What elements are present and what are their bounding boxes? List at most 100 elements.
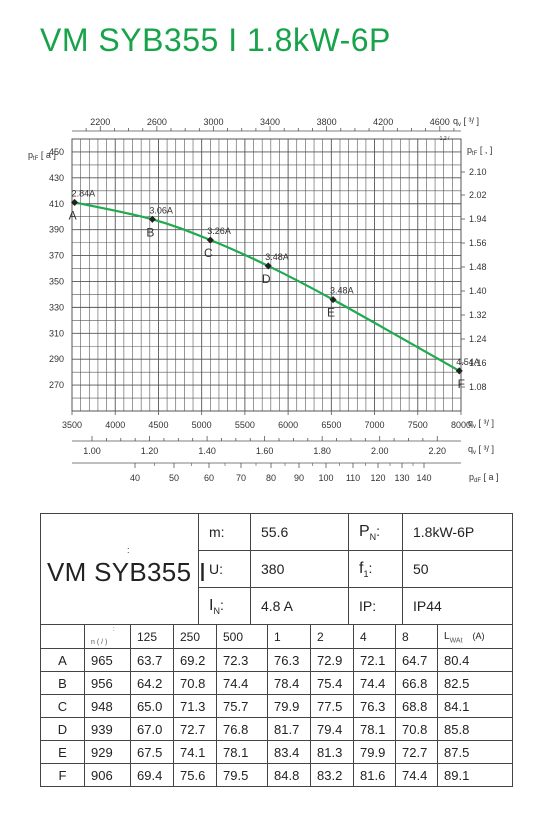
row-band-level: 70.8 xyxy=(395,717,438,741)
y-right-tick-label: 1.16 xyxy=(469,358,487,368)
row-lwa: 82.5 xyxy=(437,671,513,695)
y-left-tick-label: 290 xyxy=(49,354,64,364)
y-right-tick-label: 2.10 xyxy=(469,167,487,177)
x-bottom3-tick-label: 70 xyxy=(236,473,246,483)
x-bottom2-tick-label: 1.40 xyxy=(198,446,216,456)
model-cell: : VM SYB355 I xyxy=(40,513,206,625)
plot-frame xyxy=(71,138,462,412)
table-row: D 939 67.0 72.7 76.8 81.7 79.4 78.1 70.8 85.8 xyxy=(40,717,513,741)
x-bottom-tick-label: 4500 xyxy=(148,420,168,430)
x-top-tick-label: 3800 xyxy=(317,117,337,127)
y-right-tick-label: 2.02 xyxy=(469,190,487,200)
x-bottom3-tick-label: 130 xyxy=(394,473,409,483)
y-right-tick-label: 1.40 xyxy=(469,286,487,296)
ip-label: IP: xyxy=(348,587,403,625)
header-lwa-label: L xyxy=(444,631,450,643)
x-bottom3-tick-label: 50 xyxy=(169,473,179,483)
y-right-tick-label: 1.94 xyxy=(469,214,487,224)
power-value: 1.8kW-6P xyxy=(402,513,513,551)
row-band-level: 70.8 xyxy=(173,671,217,695)
row-point: E xyxy=(40,740,85,764)
y-right-tick-label: 1.32 xyxy=(469,310,487,320)
y-right-tick-label: 1.08 xyxy=(469,382,487,392)
frequency-label: f xyxy=(359,559,364,577)
header-4k: 4 xyxy=(353,624,396,649)
x-bottom-tick-label: 3500 xyxy=(62,420,82,430)
header-lwa-sub: WAt xyxy=(449,637,463,645)
data-point-current-label: 3.06A xyxy=(149,205,173,215)
x-bottom2-tick-label: 1.80 xyxy=(313,446,331,456)
row-speed: 956 xyxy=(84,671,131,695)
row-band-level: 63.7 xyxy=(130,648,174,672)
current-label: I xyxy=(209,596,214,614)
data-point-letter: F xyxy=(458,377,465,391)
y-left-tick-label: 430 xyxy=(49,173,64,183)
row-band-level: 72.3 xyxy=(216,648,268,672)
y-right-tick-label: 1.48 xyxy=(469,262,487,272)
row-band-level: 77.5 xyxy=(310,694,354,718)
header-speed-label: n ( / ) xyxy=(91,638,108,646)
y-right-tick-label: 1.56 xyxy=(469,238,487,248)
x-bottom2-tick-label: 2.20 xyxy=(428,446,446,456)
row-lwa: 89.1 xyxy=(437,763,513,787)
performance-table: : n ( / ) 125 250 500 1 2 4 8 LWAt (A) A… xyxy=(40,624,513,787)
row-band-level: 66.8 xyxy=(395,671,438,695)
spec-table: : VM SYB355 I m: 55.6 PN: 1.8kW-6P U: 38… xyxy=(40,513,513,625)
row-band-level: 74.4 xyxy=(395,763,438,787)
x-bottom2-tick-label: 1.20 xyxy=(141,446,159,456)
row-band-level: 69.2 xyxy=(173,648,217,672)
x-bottom-tick-label: 7500 xyxy=(408,420,428,430)
data-point-marker xyxy=(206,236,214,244)
x-bottom-tick-label: 6000 xyxy=(278,420,298,430)
x-bottom3-tick-label: 140 xyxy=(416,473,431,483)
row-band-level: 74.4 xyxy=(353,671,396,695)
x-top-tick-label: 2600 xyxy=(147,117,167,127)
x-bottom-tick-label: 6500 xyxy=(321,420,341,430)
row-band-level: 65.0 xyxy=(130,694,174,718)
x-bottom3-tick-label: 110 xyxy=(346,473,360,483)
x-bottom3-tick-label: 120 xyxy=(370,473,385,483)
row-band-level: 69.4 xyxy=(130,763,174,787)
row-band-level: 64.7 xyxy=(395,648,438,672)
x-bottom3-tick-label: 40 xyxy=(130,473,140,483)
row-speed: 948 xyxy=(84,694,131,718)
row-band-level: 68.8 xyxy=(395,694,438,718)
x-top-axis-note: -1.2 / - xyxy=(438,136,453,142)
row-band-level: 74.4 xyxy=(216,671,268,695)
row-point: F xyxy=(40,763,85,787)
y-left-tick-label: 450 xyxy=(49,147,64,157)
row-band-level: 79.9 xyxy=(353,740,396,764)
frequency-label-sub: 1 xyxy=(363,568,369,579)
x-bottom-axis-label: qv [ ³/ ] xyxy=(468,418,494,430)
header-125: 125 xyxy=(130,624,174,649)
row-speed: 929 xyxy=(84,740,131,764)
data-point-current-label: 4.54A xyxy=(456,357,480,367)
fan-curve-line xyxy=(74,201,460,372)
x-top-tick-label: 2200 xyxy=(90,117,110,127)
power-label-sub: N xyxy=(369,531,377,542)
data-point-letter: C xyxy=(204,246,213,260)
performance-header-row: : n ( / ) 125 250 500 1 2 4 8 LWAt (A) xyxy=(40,624,513,649)
row-band-level: 76.8 xyxy=(216,717,268,741)
row-band-level: 67.5 xyxy=(130,740,174,764)
power-label-cell: PN: xyxy=(348,513,403,551)
mass-label: m xyxy=(209,524,221,540)
table-row: B 956 64.2 70.8 74.4 78.4 75.4 74.4 66.8 82.5 xyxy=(40,671,513,695)
x-bottom3-tick-label: 60 xyxy=(204,473,214,483)
data-point-letter: E xyxy=(327,306,335,320)
row-band-level: 64.2 xyxy=(130,671,174,695)
y-right-tick-label: 1.24 xyxy=(469,334,487,344)
data-point-marker xyxy=(264,262,272,270)
model-colon: : xyxy=(127,544,130,555)
data-point-marker xyxy=(329,296,337,304)
row-band-level: 81.6 xyxy=(353,763,396,787)
y-left-tick-label: 390 xyxy=(49,225,64,235)
row-band-level: 79.5 xyxy=(216,763,268,787)
header-1k: 1 xyxy=(267,624,311,649)
row-lwa: 87.5 xyxy=(437,740,513,764)
current-value: 4.8 A xyxy=(250,587,349,625)
x-bottom-tick-label: 8000 xyxy=(451,420,471,430)
row-band-level: 78.1 xyxy=(216,740,268,764)
table-row: C 948 65.0 71.3 75.7 79.9 77.5 76.3 68.8 84.1 xyxy=(40,694,513,718)
